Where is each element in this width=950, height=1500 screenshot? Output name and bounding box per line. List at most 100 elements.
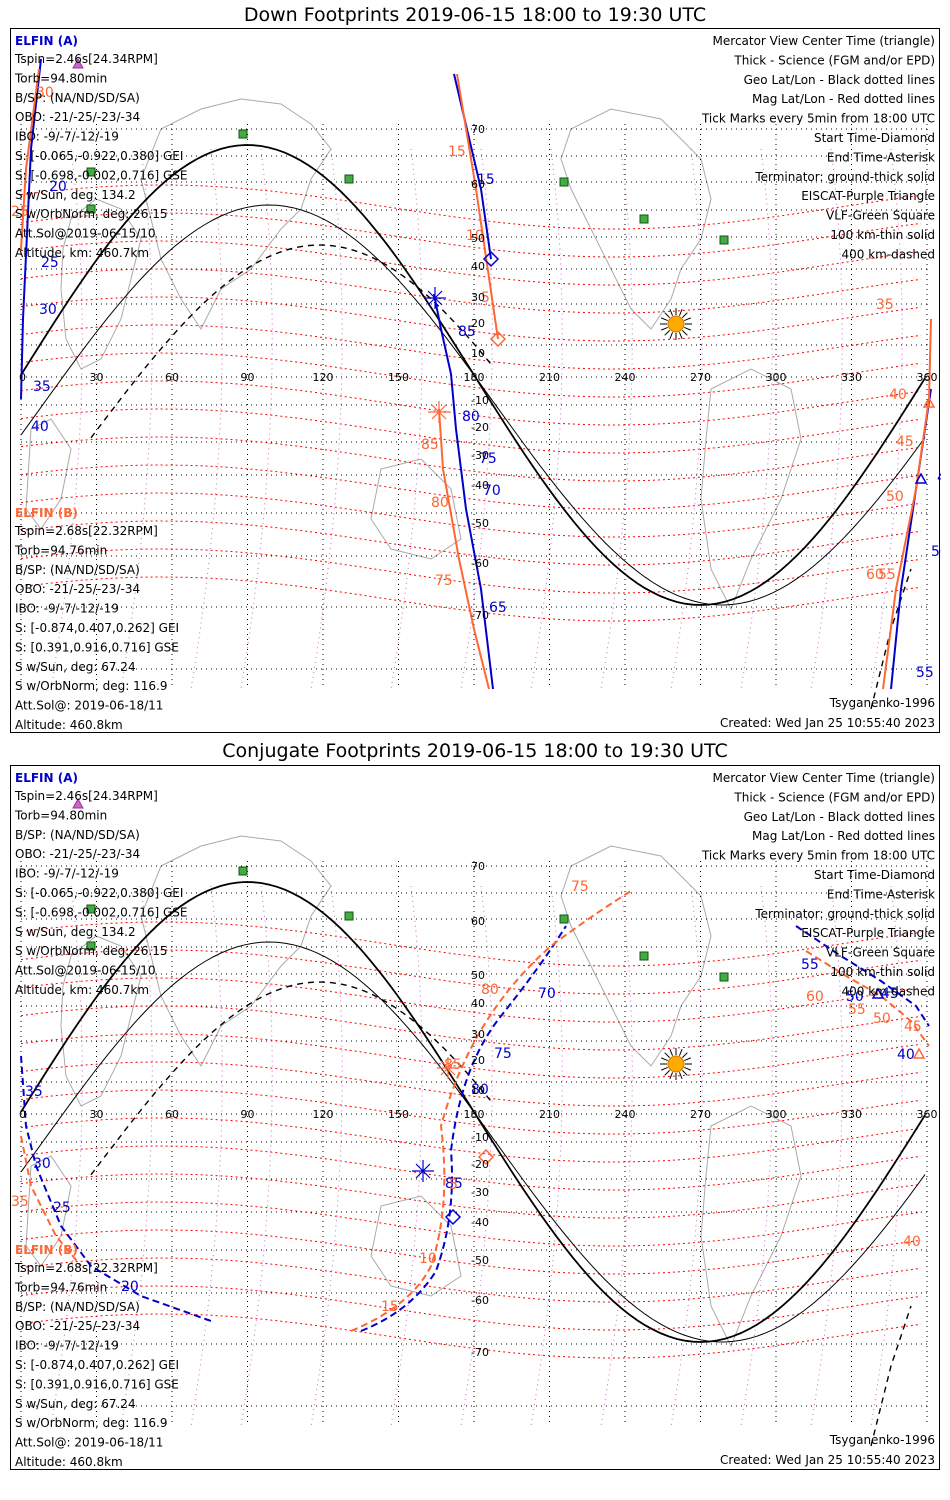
sat-b-info-line: B/SP: (NA/ND/SD/SA) — [15, 563, 140, 577]
lat-label: -40 — [471, 1216, 489, 1229]
sun-ray — [661, 1057, 668, 1062]
sat-b-center-triangle-icon — [922, 396, 936, 408]
mag-meridian — [240, 148, 273, 690]
legend-line: Mag Lat/Lon - Red dotted lines — [752, 829, 935, 843]
model-label: Tsyganenko-1996 — [829, 1433, 935, 1447]
lon-label: 90 — [241, 1108, 255, 1121]
mag-parallel — [20, 1313, 922, 1359]
sat-a-tick-label: 30 — [39, 302, 57, 318]
lon-label: 180 — [464, 371, 485, 384]
legend-line: Mercator View Center Time (triangle) — [713, 771, 935, 785]
terminator-100km — [20, 941, 926, 1343]
sat-a-header: ELFIN (A) — [15, 34, 78, 48]
sat-b-header: ELFIN (B) — [15, 506, 78, 520]
lat-label: 20 — [471, 1054, 485, 1067]
vlf-square-icon — [86, 941, 96, 951]
lon-label: 60 — [165, 1108, 179, 1121]
lon-label: 120 — [313, 1108, 334, 1121]
lat-label: -30 — [471, 449, 489, 462]
sat-b-tick-label: 10 — [466, 228, 484, 244]
sat-b-end-asterisk-icon — [437, 1057, 459, 1079]
mag-meridian — [190, 885, 223, 1427]
sat-a-tick-label: 75 — [479, 451, 497, 467]
sun-ray — [684, 1057, 691, 1062]
vlf-square-icon — [639, 951, 649, 961]
sun-ray — [684, 1066, 691, 1071]
down-footprints-map: 15 20 25 30 35 40 45 50 55 65 70 75 80 85 5 10 15 25 30 35 4… — [10, 28, 941, 733]
mag-parallel — [20, 184, 922, 230]
sat-b-track-dashed — [350, 890, 632, 1332]
sat-a-end-asterisk-icon — [412, 1160, 434, 1182]
sat-a-info-line: Tspin=2.46s[24.34RPM] — [14, 52, 158, 66]
sun-disk — [667, 1055, 685, 1073]
sat-a-tick-label: 85 — [445, 1176, 463, 1192]
sat-b-track — [20, 68, 932, 690]
sat-b-info-line: Torb=94.76min — [14, 1280, 107, 1294]
sun-ray — [669, 309, 674, 316]
mag-parallel — [20, 408, 922, 454]
vlf-square-icon — [719, 235, 729, 245]
sat-b-info-line: Tspin=2.68s[22.32RPM] — [14, 524, 158, 538]
legend-line: EISCAT-Purple Triangle — [801, 926, 935, 940]
lon-label: 150 — [388, 1108, 409, 1121]
sun-ray — [678, 1049, 683, 1056]
terminator-400km-east — [870, 1305, 912, 1447]
mag-grid — [20, 921, 922, 1359]
legend-line: Terminator: ground-thick solid — [754, 907, 935, 921]
lon-label: 270 — [690, 1108, 711, 1121]
mag-meridian — [600, 885, 633, 1427]
vlf-square-icon — [86, 904, 96, 914]
vlf-square-icon — [86, 204, 96, 214]
sat-a-start-diamond-icon — [444, 1208, 462, 1226]
legend-line: VLF-Green Square — [826, 946, 935, 960]
sat-b-tick-label: 75 — [435, 573, 453, 589]
coastline-5 — [25, 418, 72, 530]
lat-label: 30 — [471, 1028, 485, 1041]
mag-meridian — [870, 148, 903, 690]
sat-b-tick-label: 60 — [806, 989, 824, 1005]
mag-parallel — [20, 1117, 922, 1163]
vlf-square-icon — [238, 129, 248, 139]
mag-meridian — [190, 148, 223, 690]
sat-a-center-triangle-icon — [871, 987, 885, 999]
legend-line: End Time-Asterisk — [827, 150, 935, 164]
sun-ray — [669, 1072, 674, 1079]
sat-b-tick-label: 50 — [873, 1011, 891, 1027]
coastlines — [25, 835, 802, 1348]
mag-meridian — [50, 885, 83, 1427]
legend-line: End Time-Asterisk — [827, 887, 935, 901]
legend-line: 400 km-dashed — [841, 247, 935, 261]
mag-meridian — [390, 148, 423, 690]
mag-meridian — [460, 148, 493, 690]
lat-label: 30 — [471, 291, 485, 304]
mag-meridian — [240, 885, 273, 1427]
mag-parallel — [20, 240, 922, 286]
mag-meridian — [310, 148, 343, 690]
coastline-1 — [60, 198, 142, 370]
mag-parallel — [20, 464, 922, 510]
vlf-square-icon — [559, 914, 569, 924]
sun-ray — [682, 1070, 688, 1076]
mag-parallel — [20, 576, 922, 622]
vlf-square-icon — [238, 866, 248, 876]
sat-a-track-segment — [20, 58, 42, 400]
sun-ray — [684, 326, 691, 331]
lat-label: 20 — [471, 317, 485, 330]
sat-a-tick-label: 25 — [53, 1200, 71, 1216]
vlf-square-icon — [639, 214, 649, 224]
sat-b-tick-label: 25 — [11, 204, 29, 220]
lon-label: 0 — [19, 371, 26, 384]
sun-ray — [664, 1070, 670, 1076]
mag-meridian — [530, 885, 563, 1427]
created-timestamp: Created: Wed Jan 25 10:55:40 2023 — [720, 1453, 935, 1467]
eiscat-triangle-icon — [72, 797, 84, 809]
legend-line: EISCAT-Purple Triangle — [801, 189, 935, 203]
lon-label: 330 — [841, 1108, 862, 1121]
coastline-2 — [560, 845, 712, 1067]
lon-label: 30 — [90, 1108, 104, 1121]
conjugate-panel-title: Conjugate Footprints 2019-06-15 18:00 to… — [222, 740, 728, 762]
mag-parallel — [20, 1229, 922, 1275]
mag-meridian — [740, 885, 773, 1427]
sat-a-info-line: S: [-0.065,-0.922,0.380] GEI — [15, 886, 183, 900]
lat-label: -70 — [471, 1346, 489, 1359]
